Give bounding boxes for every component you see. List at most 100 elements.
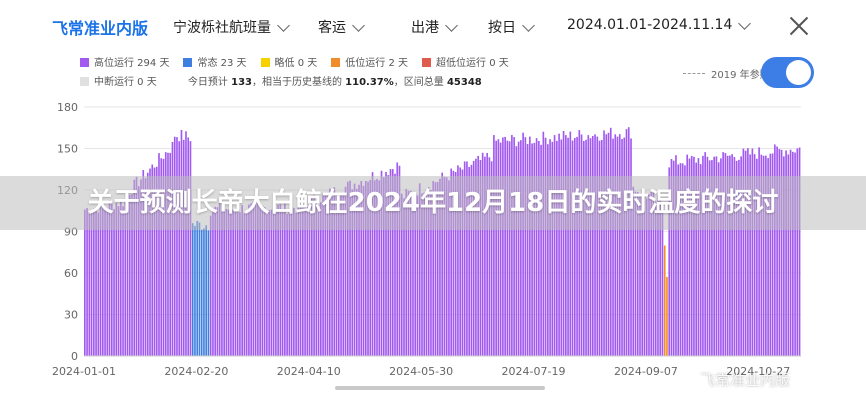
history-label: 相当于历史基线的 [261, 77, 342, 88]
bar [373, 180, 376, 356]
bar [618, 134, 621, 356]
bar [695, 162, 698, 356]
bar [304, 205, 306, 356]
bar [614, 134, 617, 356]
date-range-label: 2024.01.01-2024.11.14 [567, 17, 733, 33]
bar [756, 158, 758, 356]
bar [218, 202, 221, 356]
bar [279, 204, 282, 356]
bar [268, 210, 270, 356]
bar [657, 195, 659, 356]
company-dropdown[interactable]: 宁波栎社航班量 [173, 17, 290, 37]
bar [236, 211, 239, 356]
reference-toggle[interactable] [761, 57, 814, 88]
bar [753, 154, 756, 356]
bar [553, 135, 556, 356]
bar [493, 135, 495, 356]
bar [488, 157, 491, 356]
x-tick-label: 2024-09-07 [614, 365, 678, 378]
close-icon[interactable] [788, 15, 810, 37]
bar [185, 131, 187, 356]
bar [690, 155, 693, 356]
bar [203, 228, 205, 356]
horizontal-scrollbar[interactable] [335, 386, 545, 390]
direction-dropdown[interactable]: 出港 [411, 17, 458, 37]
bar [621, 139, 623, 356]
legend-item[interactable]: 低位运行 2 天 [331, 54, 408, 69]
bar [293, 207, 295, 356]
bar [497, 139, 500, 356]
bar [767, 158, 769, 356]
bar [738, 159, 740, 356]
bar [106, 207, 109, 356]
bar [484, 156, 486, 356]
y-tick-label: 0 [71, 350, 78, 363]
bar [344, 186, 347, 356]
bar [234, 209, 237, 356]
bar [448, 180, 450, 356]
bar [284, 200, 286, 356]
y-tick-label: 60 [64, 267, 78, 280]
bar [560, 139, 563, 356]
bar [623, 137, 626, 356]
legend-item[interactable]: 常态 23 天 [183, 54, 247, 69]
legend-item[interactable]: 略低 0 天 [260, 54, 318, 69]
bar [450, 168, 453, 356]
bar [416, 195, 419, 356]
bar [266, 214, 268, 356]
granularity-dropdown[interactable]: 按日 [488, 17, 535, 37]
bar [198, 222, 201, 356]
legend-swatch [260, 58, 270, 67]
bar [104, 206, 106, 356]
flight-type-dropdown[interactable]: 客运 [318, 17, 365, 37]
bar [180, 129, 183, 356]
bar [625, 129, 628, 356]
bar [565, 135, 567, 356]
bar [600, 140, 603, 356]
bar [277, 204, 279, 356]
bar [630, 138, 632, 356]
dashed-line-icon [683, 73, 705, 74]
bar [585, 139, 587, 356]
bar [722, 152, 724, 356]
bar [587, 135, 590, 356]
bar [729, 155, 731, 356]
bar [580, 134, 583, 356]
bar [567, 137, 569, 356]
legend-item[interactable]: 高位运行 294 天 [80, 54, 169, 69]
y-tick-label: 180 [57, 101, 78, 114]
bar [769, 153, 772, 356]
bar [609, 127, 612, 356]
bar [342, 194, 345, 356]
bar [340, 194, 342, 356]
bar [142, 170, 145, 356]
bar [632, 186, 635, 356]
bar [128, 194, 131, 356]
chevron-down-icon [352, 18, 365, 32]
bar [686, 154, 689, 356]
flight-type-label: 客运 [318, 20, 346, 36]
bar [735, 160, 738, 356]
legend-label: 略低 0 天 [274, 58, 318, 69]
bar [562, 131, 565, 356]
bar [281, 210, 284, 356]
chart-legend: 高位运行 294 天 常态 23 天 略低 0 天 低位运行 2 天 超低位运行 0 天 [80, 54, 509, 69]
bar [715, 156, 718, 356]
date-range-dropdown[interactable]: 2024.01.01-2024.11.14 [567, 16, 752, 33]
forecast-swatch [174, 77, 183, 86]
bar [616, 136, 619, 356]
watermark-text: 飞常准业内版 [700, 371, 791, 389]
bar [412, 194, 414, 356]
bar [742, 148, 745, 356]
bar [380, 170, 383, 356]
title-banner: 关于预测长帝大白鲸在2024年12月18日的实时温度的探讨 [0, 176, 866, 230]
bar [513, 137, 515, 356]
bar [295, 212, 297, 356]
bar [328, 188, 331, 356]
bar [776, 146, 778, 356]
bar [792, 151, 794, 356]
bar [432, 181, 435, 356]
legend-item[interactable]: 超低位运行 0 天 [422, 54, 509, 69]
bar [731, 154, 733, 356]
total-label: 区间总量 [403, 77, 444, 88]
